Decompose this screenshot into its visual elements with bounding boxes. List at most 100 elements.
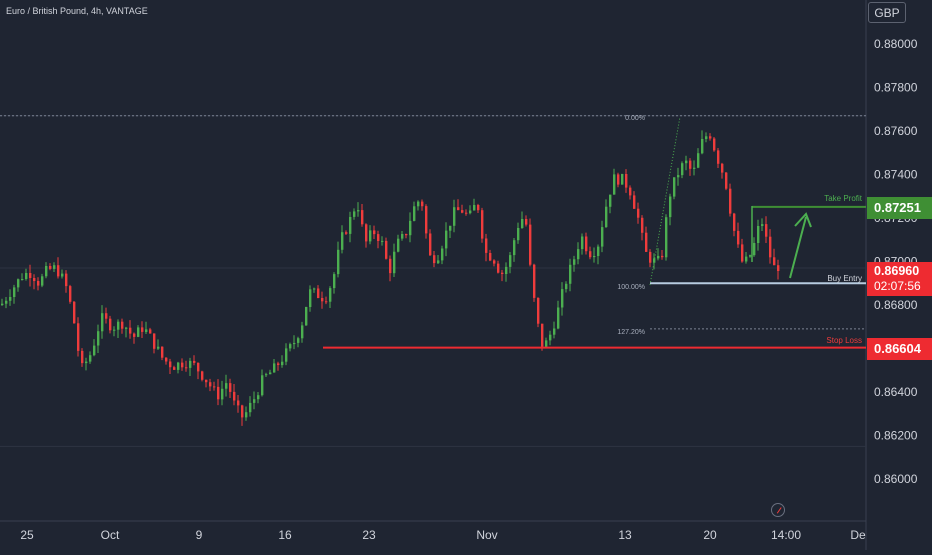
candle-body — [729, 188, 732, 214]
candle-body — [229, 383, 232, 392]
candle-body — [741, 244, 744, 262]
candle-body — [213, 386, 216, 388]
candle-body — [181, 362, 184, 368]
candle-body — [149, 329, 152, 334]
candle-body — [465, 212, 468, 214]
candle-body — [13, 287, 16, 297]
candle-body — [317, 288, 320, 298]
candle-body — [769, 236, 772, 258]
candle-body — [333, 274, 336, 289]
candle-body — [69, 286, 72, 302]
candle-body — [625, 174, 628, 188]
candle-body — [453, 207, 456, 226]
candle-body — [109, 318, 112, 331]
candle-body — [605, 206, 608, 228]
candle-body — [577, 249, 580, 260]
candle-body — [469, 210, 472, 214]
candle-body — [737, 230, 740, 245]
candle-body — [29, 273, 32, 278]
candle-body — [93, 345, 96, 356]
candle-body — [473, 205, 476, 211]
candle-body — [621, 174, 624, 185]
candle-body — [265, 374, 268, 376]
candle-body — [309, 289, 312, 307]
candle-body — [505, 266, 508, 274]
candle-body — [657, 255, 660, 259]
candle-body — [553, 328, 556, 335]
candle-body — [745, 256, 748, 262]
candle-body — [633, 195, 636, 209]
candle-body — [489, 253, 492, 261]
arrow-up-icon — [789, 216, 807, 279]
candle-body — [197, 362, 200, 372]
y-tick-label: 0.86400 — [874, 385, 918, 399]
candle-body — [693, 167, 696, 169]
candle-body — [301, 325, 304, 339]
candle-body — [57, 265, 60, 277]
candle-body — [273, 363, 276, 373]
candle-body — [21, 279, 24, 280]
candle-body — [617, 174, 620, 185]
candle-body — [353, 211, 356, 217]
candle-body — [289, 344, 292, 349]
candle-body — [405, 234, 408, 236]
candle-body — [481, 210, 484, 239]
candle-body — [177, 362, 180, 370]
candle-body — [565, 283, 568, 290]
candle-body — [457, 207, 460, 211]
candle-body — [225, 383, 228, 389]
candle-body — [129, 327, 132, 334]
x-tick-label: Nov — [476, 528, 497, 542]
candle-body — [173, 367, 176, 370]
candle-body — [761, 224, 764, 226]
candle-body — [269, 372, 272, 375]
candle-body — [33, 278, 36, 281]
candle-body — [277, 363, 280, 365]
candle-body — [765, 224, 768, 237]
candle-body — [9, 297, 12, 301]
candle-body — [293, 343, 296, 345]
candle-body — [337, 249, 340, 275]
x-tick-label: Oct — [101, 528, 120, 542]
candle-body — [521, 219, 524, 228]
candle-body — [189, 360, 192, 368]
candle-body — [257, 395, 260, 400]
candle-body — [313, 288, 316, 290]
candle-body — [477, 205, 480, 211]
candle-body — [285, 348, 288, 362]
candle-body — [41, 276, 44, 286]
candle-body — [161, 346, 164, 358]
candle-body — [397, 238, 400, 252]
candle-body — [417, 201, 420, 207]
candle-body — [77, 323, 80, 351]
candle-body — [677, 175, 680, 178]
candle-body — [641, 217, 644, 233]
stop-loss-price-tag: 0.86604 — [867, 338, 932, 360]
candle-body — [449, 225, 452, 231]
candle-body — [153, 333, 156, 349]
candle-body — [665, 217, 668, 258]
fib-0-label: 0.00% — [625, 115, 645, 122]
candle-body — [45, 266, 48, 277]
time-axis[interactable]: 25 Oct 9 16 23 Nov 13 20 14:00 De — [20, 528, 866, 542]
clock-icon[interactable] — [771, 503, 785, 517]
candles — [1, 130, 780, 426]
candle-body — [581, 236, 584, 250]
candle-body — [609, 194, 612, 207]
x-tick-label: 16 — [278, 528, 292, 542]
candle-body — [425, 206, 428, 234]
y-tick-label: 0.86200 — [874, 429, 918, 443]
x-tick-label: 20 — [703, 528, 717, 542]
y-tick-label: 0.86800 — [874, 298, 918, 312]
candle-body — [61, 273, 64, 277]
arrow-head-icon — [794, 212, 812, 228]
currency-button[interactable]: GBP — [868, 2, 906, 23]
x-tick-label: 13 — [618, 528, 632, 542]
candle-body — [673, 177, 676, 197]
candle-body — [253, 399, 256, 403]
candle-body — [525, 219, 528, 225]
candle-body — [17, 279, 20, 288]
candle-body — [557, 307, 560, 329]
